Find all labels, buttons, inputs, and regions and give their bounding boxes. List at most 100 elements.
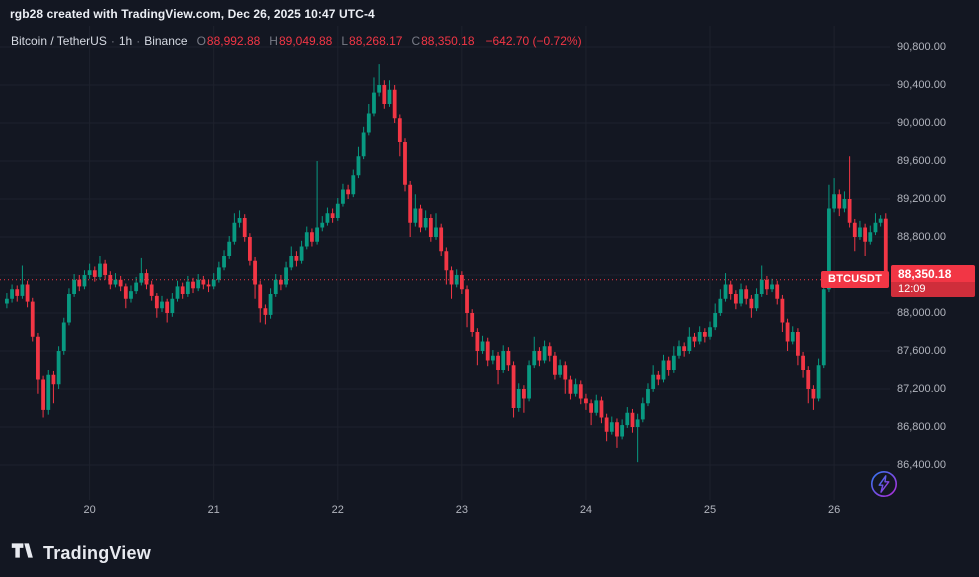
candle-body <box>785 322 790 342</box>
time-tick-label: 25 <box>703 504 717 516</box>
candle-body <box>599 400 604 418</box>
candle-body <box>873 222 878 233</box>
candle-body <box>620 425 625 437</box>
candle-body <box>775 284 780 299</box>
tradingview-logo-text: TradingView <box>43 542 151 563</box>
candle-body <box>511 365 516 408</box>
price-tick-label: 89,600.00 <box>897 155 946 167</box>
candle-body <box>247 237 252 261</box>
candle-body <box>237 218 242 223</box>
candle-body <box>191 281 195 289</box>
candle-body <box>589 403 594 413</box>
candle-body <box>609 422 614 432</box>
candle-body <box>687 336 692 351</box>
candle-body <box>294 256 299 261</box>
candle-body <box>170 298 175 313</box>
candle-body <box>671 355 676 370</box>
candle-body <box>72 279 77 294</box>
candle-body <box>764 279 769 290</box>
lightning-icon <box>870 471 898 501</box>
candle-body <box>578 384 583 399</box>
candle-body <box>708 327 712 337</box>
candles-series <box>5 64 888 463</box>
candle-body <box>434 227 438 237</box>
candle-body <box>759 279 764 294</box>
candle-body <box>837 194 842 209</box>
candle-body <box>475 332 480 351</box>
candle-body <box>537 351 542 361</box>
candle-body <box>113 279 118 285</box>
time-axis[interactable]: 20 21 22 23 24 25 26 <box>0 499 890 525</box>
candle-body <box>92 270 97 277</box>
candle-body <box>770 284 774 290</box>
candle-body <box>811 389 816 399</box>
candle-body <box>744 289 749 299</box>
interval-label[interactable]: 1h <box>118 34 133 48</box>
candle-body <box>351 175 356 195</box>
candle-body <box>733 294 738 304</box>
exchange-label: Binance <box>144 34 188 48</box>
candle-body <box>547 346 552 356</box>
candle-body <box>428 218 433 237</box>
candle-body <box>216 267 221 280</box>
candle-body <box>5 298 9 304</box>
candle-body <box>315 227 319 242</box>
price-tick-label: 90,000.00 <box>897 117 946 129</box>
candle-body <box>532 351 537 366</box>
candle-body <box>677 346 681 356</box>
candle-body <box>299 246 304 261</box>
candle-body <box>656 374 661 380</box>
candle-body <box>847 199 852 223</box>
candle-body <box>273 279 278 294</box>
lightning-button[interactable] <box>870 470 898 498</box>
price-tick-label: 87,600.00 <box>897 345 946 357</box>
candle-body <box>516 389 521 408</box>
symbol-title[interactable]: Bitcoin / TetherUS <box>11 34 107 48</box>
bar-countdown: 12:09 <box>891 281 975 297</box>
candle-body <box>82 275 87 287</box>
candle-body <box>67 294 71 323</box>
candle-body <box>149 284 154 296</box>
candle-body <box>594 400 599 413</box>
candle-body <box>341 189 345 204</box>
candle-body <box>749 298 754 309</box>
candle-body <box>832 194 836 209</box>
candle-body <box>418 208 423 228</box>
tradingview-logo[interactable]: TradingView <box>10 538 151 568</box>
candle-body <box>718 298 723 313</box>
candle-body <box>258 284 263 309</box>
symbol-legend[interactable]: Bitcoin / TetherUS · 1h · Binance O 88,99… <box>11 34 582 48</box>
candle-body <box>506 351 511 366</box>
candle-body <box>459 275 464 290</box>
candle-body <box>790 332 795 342</box>
candle-body <box>852 222 857 237</box>
candle-body <box>465 289 469 313</box>
candle-body <box>56 351 61 385</box>
candle-body <box>423 218 428 228</box>
candle-body <box>103 263 108 275</box>
price-tick-label: 86,400.00 <box>897 459 946 471</box>
candle-body <box>304 232 309 247</box>
last-price-label: 88,350.18 12:09 <box>891 264 975 297</box>
last-price-symbol-badge: BTCUSDT <box>821 271 889 289</box>
candle-body <box>346 189 351 195</box>
candle-body <box>51 374 56 385</box>
candle-body <box>666 360 671 370</box>
candle-body <box>403 142 407 185</box>
high-value: H 89,049.88 <box>269 34 333 48</box>
candle-body <box>284 267 288 285</box>
candle-body <box>527 365 531 399</box>
candle-body <box>604 417 609 432</box>
candle-body <box>661 360 666 380</box>
candle-body <box>201 279 206 285</box>
candle-body <box>25 284 30 302</box>
candle-body <box>625 412 630 426</box>
candle-body <box>615 422 619 437</box>
candle-body <box>630 412 635 427</box>
candle-body <box>20 284 25 296</box>
candle-body <box>449 270 454 285</box>
candle-body <box>10 289 14 299</box>
price-tick-label: 86,800.00 <box>897 421 946 433</box>
candle-body <box>15 289 20 296</box>
